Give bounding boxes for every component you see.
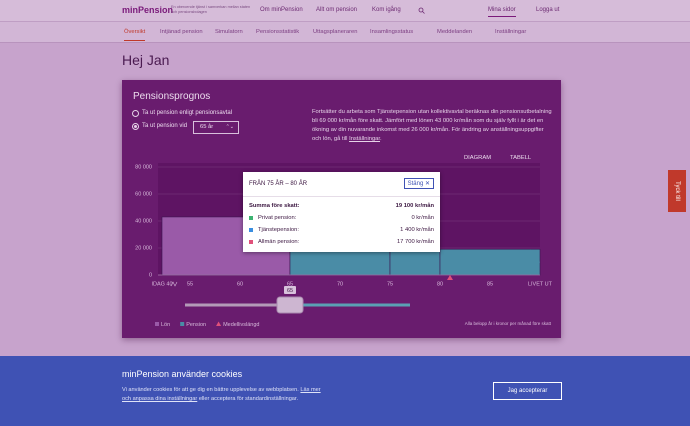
paragraph: Vi använder cookies för att ge dig en bä…	[122, 387, 299, 393]
tab[interactable]: Inställningar	[495, 29, 527, 35]
search-icon[interactable]	[418, 7, 425, 14]
y-tick-label: 40 000	[135, 218, 152, 224]
tab-active[interactable]: Översikt	[124, 29, 146, 41]
cookie-banner: minPension använder cookies Vi använder …	[0, 356, 690, 426]
feedback-tab[interactable]: Tyck till	[668, 170, 686, 212]
x-tick-label: 80	[437, 281, 443, 287]
legend-swatch	[155, 322, 159, 326]
header: minPension En oberoende tjänst i samverk…	[0, 0, 690, 22]
popup-title: FRÅN 75 ÅR – 80 ÅR	[249, 181, 308, 187]
tagline: En oberoende tjänst i samverkan mellan s…	[171, 5, 251, 14]
link[interactable]: Inställningar	[349, 136, 381, 142]
y-tick-label: 0	[149, 272, 152, 278]
row-value: 19 100 kr/mån	[395, 203, 434, 209]
x-tick-label: 55	[187, 281, 193, 287]
tab[interactable]: Meddelanden	[437, 29, 473, 35]
legend-label: Pension	[186, 322, 206, 328]
x-tick-label: 65	[287, 281, 293, 287]
x-tick-label: 60	[237, 281, 243, 287]
y-tick-label: 20 000	[135, 245, 152, 251]
sub-navigation: Översikt Intjänad pension Simulatorn Pen…	[0, 22, 690, 43]
row-value: 1 400 kr/mån	[400, 227, 434, 233]
cookie-text: Vi använder cookies för att ge dig en bä…	[122, 386, 322, 404]
nav-link[interactable]: Om minPension	[260, 7, 303, 13]
tab[interactable]: Insamlingsstatus	[370, 29, 414, 35]
pension-segment	[389, 248, 441, 276]
slider-value: 65	[287, 288, 293, 294]
logo[interactable]: minPension	[122, 5, 174, 15]
legend-label: Medellivslängd	[223, 322, 259, 328]
slider-label-box	[284, 286, 296, 294]
legend-label: Lön	[161, 322, 170, 328]
greeting: Hej Jan	[122, 52, 170, 68]
card-title: Pensionsprognos	[133, 91, 211, 102]
radio[interactable]	[132, 110, 139, 117]
cookie-title: minPension använder cookies	[122, 369, 243, 379]
end-arrow	[530, 249, 540, 275]
x-tick-label: IDAG 40	[151, 281, 172, 287]
period-popup: FRÅN 75 ÅR – 80 ÅR Stäng ✕ Summa före sk…	[243, 172, 440, 252]
view-tab[interactable]: TABELL	[510, 155, 532, 161]
radio-checked[interactable]	[132, 123, 139, 130]
paragraph: Fortsätter du arbeta som Tjänstepension …	[312, 109, 552, 142]
life-expectancy-marker	[447, 275, 453, 280]
paragraph: eller acceptera för standardinställninga…	[198, 396, 299, 402]
x-tick-label: 70	[337, 281, 343, 287]
legend-swatch	[216, 321, 222, 326]
close-button[interactable]: Stäng ✕	[403, 178, 434, 189]
tab[interactable]: Simulatorn	[215, 29, 243, 35]
row-label: Tjänstepension:	[258, 227, 299, 233]
radio-label: Ta ut pension enligt pensionsavtal	[142, 110, 233, 116]
legend-swatch	[180, 322, 185, 326]
pension-segment	[439, 248, 541, 276]
row-label: Privat pension:	[258, 215, 297, 221]
row-value: 0 kr/mån	[411, 215, 434, 221]
y-tick-label: 80 000	[135, 164, 152, 170]
account-link[interactable]: Logga ut	[536, 7, 560, 13]
age-select[interactable]: 65 år ⌃⌄	[193, 121, 239, 134]
link[interactable]: Läs mer och anpassa dina inställningar	[122, 387, 321, 402]
accept-button[interactable]: Jag accepterar	[493, 382, 562, 400]
x-tick-label: 85	[487, 281, 493, 287]
close-label: Stäng	[407, 181, 424, 187]
y-tick-label: 60 000	[135, 191, 152, 197]
chart-note: Alla belopp år i kronor per månad före s…	[464, 321, 551, 326]
axis-break	[170, 281, 178, 287]
account-link[interactable]: Mina sidor	[488, 7, 516, 17]
tab[interactable]: Intjänad pension	[160, 29, 203, 35]
pension-segment	[289, 248, 391, 276]
nav-link[interactable]: Allt om pension	[316, 7, 358, 13]
feedback-label: Tyck till	[674, 181, 680, 201]
row-value: 17 700 kr/mån	[396, 239, 434, 245]
x-tick-label: LIVET UT	[528, 281, 553, 287]
row-label: Allmän pension:	[258, 239, 300, 245]
select-value: 65 år	[200, 124, 214, 130]
tab[interactable]: Pensionsstatistik	[256, 29, 300, 35]
nav-link[interactable]: Kom igång	[372, 7, 401, 13]
radio-label: Ta ut pension vid	[142, 123, 188, 129]
x-tick-label: 75	[387, 281, 393, 287]
slider-thumb	[276, 296, 304, 314]
tab[interactable]: Uttagsplaneraren	[313, 29, 358, 35]
prognosis-text: Fortsätter du arbeta som Tjänstepension …	[312, 109, 552, 142]
row-label: Summa före skatt:	[249, 203, 300, 209]
